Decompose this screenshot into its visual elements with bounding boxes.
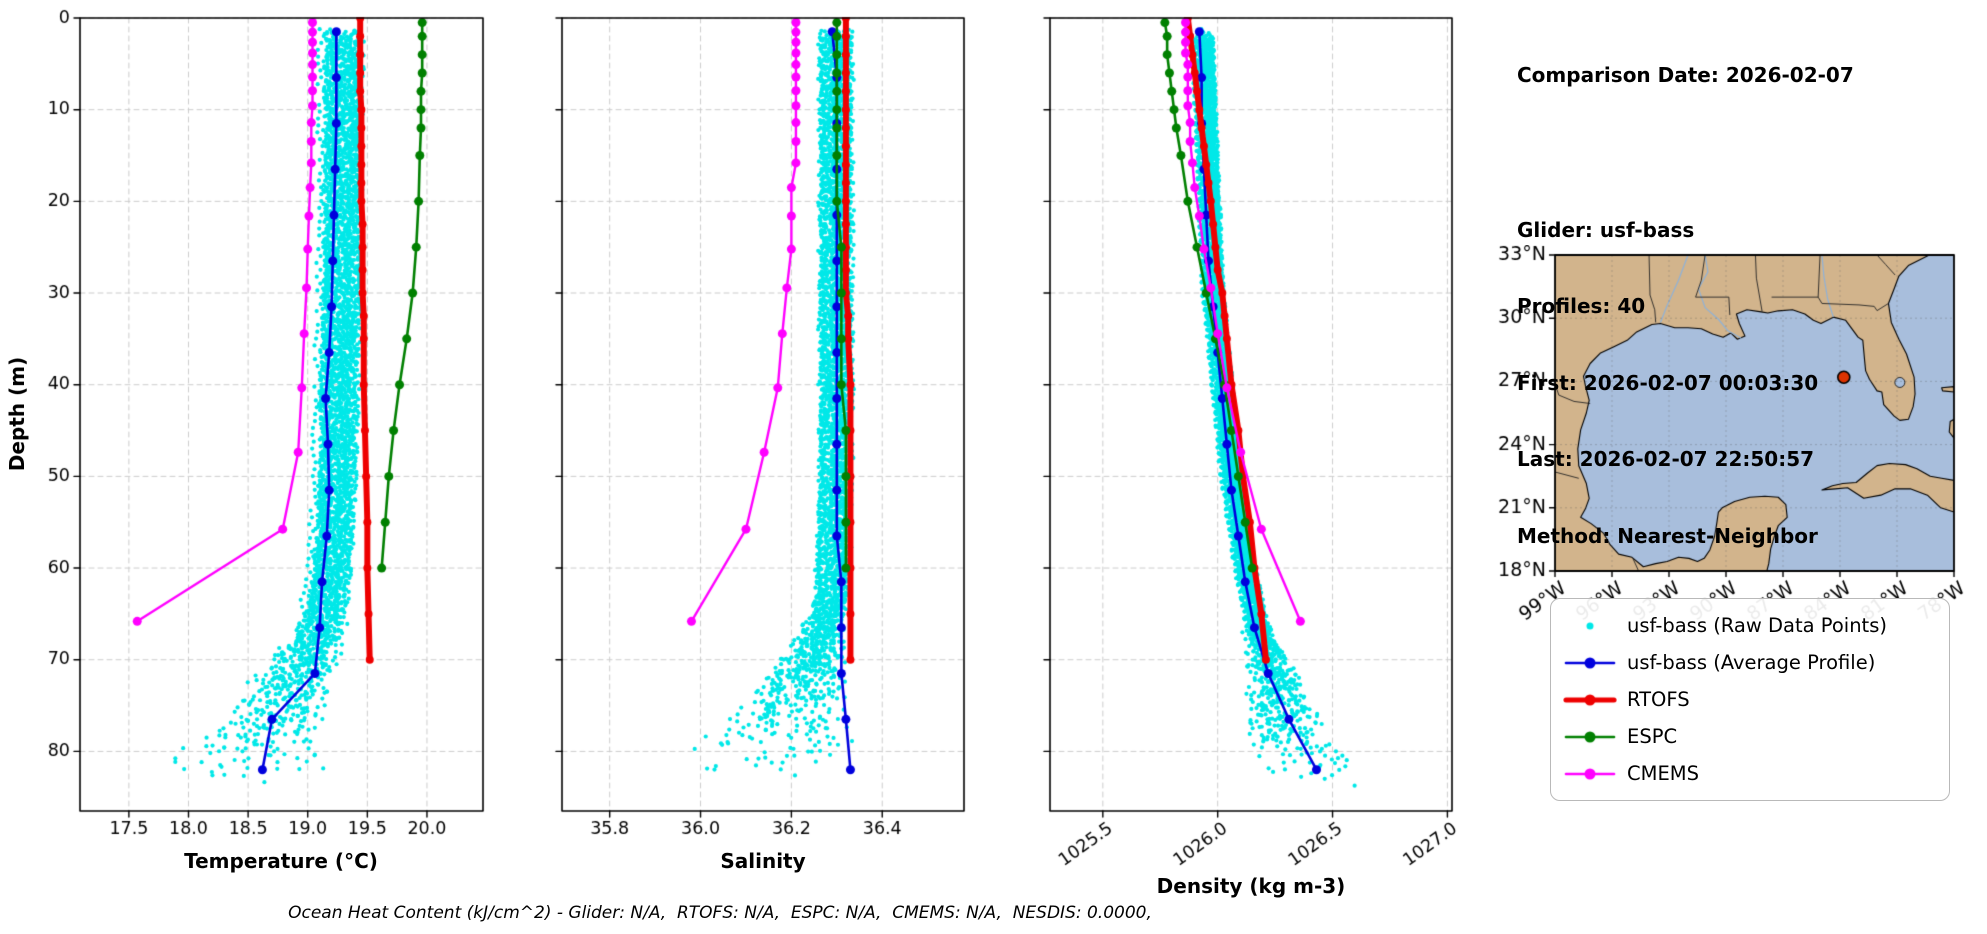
legend-item-cmems: CMEMS bbox=[1563, 755, 1935, 792]
legend-label-average-profile: usf-bass (Average Profile) bbox=[1627, 651, 1876, 674]
raw-data-marker-icon bbox=[1563, 612, 1617, 639]
legend-item-average-profile: usf-bass (Average Profile) bbox=[1563, 644, 1935, 681]
gulf-of-mexico-map-canvas bbox=[1490, 245, 1987, 625]
legend-label-raw-data: usf-bass (Raw Data Points) bbox=[1627, 614, 1887, 637]
legend-label-cmems: CMEMS bbox=[1627, 762, 1699, 785]
info-method: Method: Nearest-Neighbor bbox=[1517, 523, 1818, 548]
info-panel-spacer bbox=[1517, 140, 1854, 167]
espc-marker-icon bbox=[1563, 723, 1617, 750]
info-comparison-date: Comparison Date: 2026-02-07 bbox=[1517, 63, 1854, 87]
y-axis-label-depth: Depth (m) bbox=[5, 356, 29, 472]
x-axis-label-salinity: Salinity bbox=[720, 849, 806, 873]
ocean-heat-content-note: Ocean Heat Content (kJ/cm^2) - Glider: N… bbox=[288, 903, 1152, 923]
legend-label-espc: ESPC bbox=[1627, 725, 1678, 748]
info-panel: Comparison Date: 2026-02-07 Glider: usf-… bbox=[1517, 12, 1854, 600]
rtofs-marker-icon bbox=[1563, 686, 1617, 713]
average-profile-marker-icon bbox=[1563, 649, 1617, 676]
legend-item-rtofs: RTOFS bbox=[1563, 681, 1935, 718]
legend-item-espc: ESPC bbox=[1563, 718, 1935, 755]
x-axis-label-temperature: Temperature (°C) bbox=[184, 849, 378, 873]
info-glider: Glider: usf-bass bbox=[1517, 217, 1695, 242]
legend-item-raw-data: usf-bass (Raw Data Points) bbox=[1563, 607, 1935, 644]
profile-plots-canvas bbox=[0, 0, 1520, 934]
legend-label-rtofs: RTOFS bbox=[1627, 688, 1690, 711]
cmems-marker-icon bbox=[1563, 760, 1617, 787]
x-axis-label-density: Density (kg m-3) bbox=[1156, 874, 1346, 898]
info-last-profile-time: Last: 2026-02-07 22:50:57 bbox=[1517, 447, 1815, 471]
legend: usf-bass (Raw Data Points) usf-bass (Ave… bbox=[1550, 598, 1950, 801]
info-profiles: Profiles: 40 bbox=[1517, 294, 1646, 318]
info-first-profile-time: First: 2026-02-07 00:03:30 bbox=[1517, 370, 1819, 395]
